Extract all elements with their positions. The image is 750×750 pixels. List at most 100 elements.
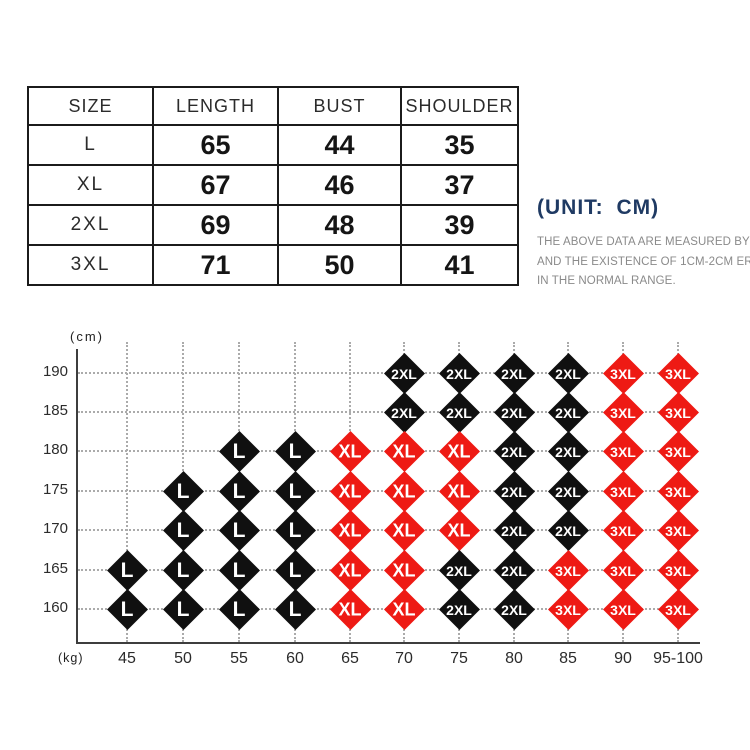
x-tick-label: 70 <box>395 650 413 667</box>
size-marker-label: 3XL <box>665 602 691 618</box>
x-axis-line <box>76 642 700 644</box>
size-marker-label: 3XL <box>610 444 636 460</box>
size-marker-label: XL <box>447 481 471 502</box>
table-row: 2XL 69 48 39 <box>27 204 519 246</box>
size-marker-label: 3XL <box>665 563 691 579</box>
grid-line-vertical <box>126 342 128 642</box>
size-marker-label: 3XL <box>665 444 691 460</box>
x-tick-label: 45 <box>118 650 136 667</box>
table-row: XL 67 46 37 <box>27 164 519 206</box>
x-tick-label: 50 <box>174 650 192 667</box>
y-tick-label: 160 <box>42 599 68 616</box>
size-marker-label: 2XL <box>501 366 527 382</box>
size-marker-label: L <box>120 559 134 582</box>
size-marker-label: 2XL <box>391 405 417 421</box>
y-tick-label: 175 <box>42 481 68 498</box>
length-cell: 69 <box>152 204 279 246</box>
length-cell: 65 <box>152 124 279 166</box>
size-marker-label: XL <box>392 441 416 462</box>
size-marker-label: 2XL <box>446 405 472 421</box>
size-marker-label: XL <box>392 599 416 620</box>
y-tick-label: 170 <box>42 520 68 537</box>
note-line: THE ABOVE DATA ARE MEASURED BY HAND, <box>537 236 750 248</box>
size-marker-label: 3XL <box>610 405 636 421</box>
shoulder-cell: 35 <box>400 124 519 166</box>
x-axis-unit-label: (kg) <box>58 651 84 665</box>
size-marker-label: 2XL <box>555 366 581 382</box>
x-tick-label: 85 <box>559 650 577 667</box>
size-table-header-row: SIZE LENGTH BUST SHOULDER <box>27 86 519 126</box>
y-tick-label: 185 <box>42 402 68 419</box>
size-marker-label: XL <box>392 560 416 581</box>
size-marker-label: 3XL <box>610 523 636 539</box>
x-tick-label: 65 <box>341 650 359 667</box>
table-row: 3XL 71 50 41 <box>27 244 519 286</box>
size-marker-label: XL <box>338 481 362 502</box>
size-marker-label: 3XL <box>555 563 581 579</box>
unit-note-block: (UNIT: CM) THE ABOVE DATA ARE MEASURED B… <box>537 196 750 292</box>
column-header-size: SIZE <box>27 86 154 126</box>
size-marker-label: L <box>232 440 246 463</box>
length-cell: 71 <box>152 244 279 286</box>
size-cell: 3XL <box>27 244 154 286</box>
size-marker-label: 3XL <box>610 484 636 500</box>
size-table: SIZE LENGTH BUST SHOULDER L 65 44 35 XL … <box>27 86 519 286</box>
y-tick-label: 190 <box>42 363 68 380</box>
size-marker-label: 2XL <box>391 366 417 382</box>
size-marker-label: XL <box>338 520 362 541</box>
size-marker-label: 3XL <box>665 405 691 421</box>
size-marker-label: 2XL <box>501 602 527 618</box>
size-marker-label: L <box>288 480 302 503</box>
size-marker-label: 3XL <box>665 366 691 382</box>
bust-cell: 50 <box>277 244 402 286</box>
size-marker-label: XL <box>392 481 416 502</box>
size-marker-label: 2XL <box>555 405 581 421</box>
bust-cell: 44 <box>277 124 402 166</box>
size-marker-label: 2XL <box>555 444 581 460</box>
size-marker-label: 2XL <box>501 444 527 460</box>
size-marker-label: L <box>288 598 302 621</box>
size-marker-label: XL <box>338 560 362 581</box>
size-marker-label: L <box>120 598 134 621</box>
size-marker-label: 2XL <box>555 484 581 500</box>
x-tick-label: 55 <box>230 650 248 667</box>
note-line: AND THE EXISTENCE OF 1CM-2CM ERROR IS <box>537 255 750 268</box>
x-tick-label: 80 <box>505 650 523 667</box>
size-marker-label: 3XL <box>610 366 636 382</box>
size-marker-label: L <box>288 440 302 463</box>
size-marker-label: L <box>176 519 190 542</box>
x-tick-label: 90 <box>614 650 632 667</box>
size-marker-label: L <box>288 559 302 582</box>
size-marker-label: XL <box>392 520 416 541</box>
size-marker-label: 3XL <box>555 602 581 618</box>
shoulder-cell: 37 <box>400 164 519 206</box>
size-marker-label: L <box>232 559 246 582</box>
size-marker-label: 2XL <box>501 563 527 579</box>
size-marker-label: L <box>232 519 246 542</box>
x-tick-label: 95-100 <box>653 650 703 667</box>
size-marker-label: L <box>288 519 302 542</box>
length-cell: 67 <box>152 164 279 206</box>
size-marker-label: 2XL <box>501 484 527 500</box>
size-marker-label: 2XL <box>501 523 527 539</box>
size-marker-label: L <box>176 480 190 503</box>
size-marker-label: L <box>176 598 190 621</box>
size-marker-label: 3XL <box>610 563 636 579</box>
size-marker-label: XL <box>338 599 362 620</box>
size-marker-label: 2XL <box>446 602 472 618</box>
size-marker-label: XL <box>447 520 471 541</box>
size-marker-label: 2XL <box>501 405 527 421</box>
x-tick-label: 60 <box>286 650 304 667</box>
size-marker-label: 2XL <box>446 366 472 382</box>
size-marker-label: 3XL <box>665 484 691 500</box>
size-marker-label: L <box>232 480 246 503</box>
measurement-note: THE ABOVE DATA ARE MEASURED BY HAND, AND… <box>537 233 750 292</box>
table-row: L 65 44 35 <box>27 124 519 166</box>
column-header-length: LENGTH <box>152 86 279 126</box>
note-line: IN THE NORMAL RANGE. <box>537 275 676 287</box>
y-axis-unit-label: (cm) <box>70 329 104 344</box>
size-marker-label: 3XL <box>665 523 691 539</box>
shoulder-cell: 39 <box>400 204 519 246</box>
